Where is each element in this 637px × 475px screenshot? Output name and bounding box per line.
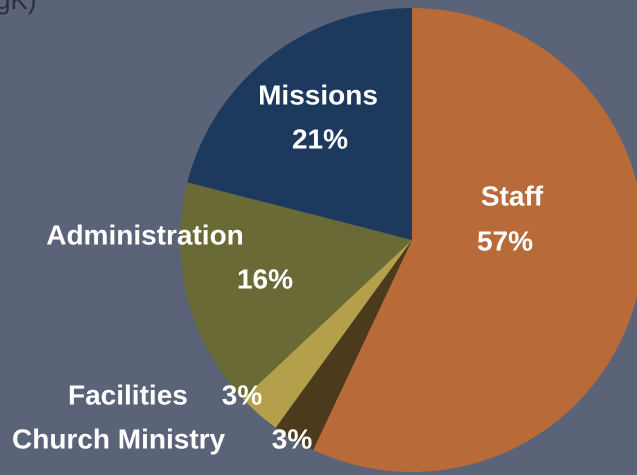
value-label: 57% [477, 225, 533, 256]
chart-title: gK) [0, 0, 36, 15]
slice-label: Administration [46, 219, 244, 250]
slice-label: Missions [258, 79, 378, 110]
pie-slice [187, 8, 412, 240]
pie-slice [275, 240, 412, 450]
slice-label: Facilities [68, 379, 188, 410]
value-label: 3% [222, 379, 263, 410]
pie-slice [242, 240, 412, 428]
pie-slice [313, 8, 637, 472]
pie-slice [180, 182, 412, 399]
value-label: 21% [292, 123, 348, 154]
slice-label: Staff [481, 180, 544, 211]
value-label: 16% [237, 263, 293, 294]
slice-label: Church Ministry [12, 423, 226, 454]
value-label: 3% [272, 423, 313, 454]
